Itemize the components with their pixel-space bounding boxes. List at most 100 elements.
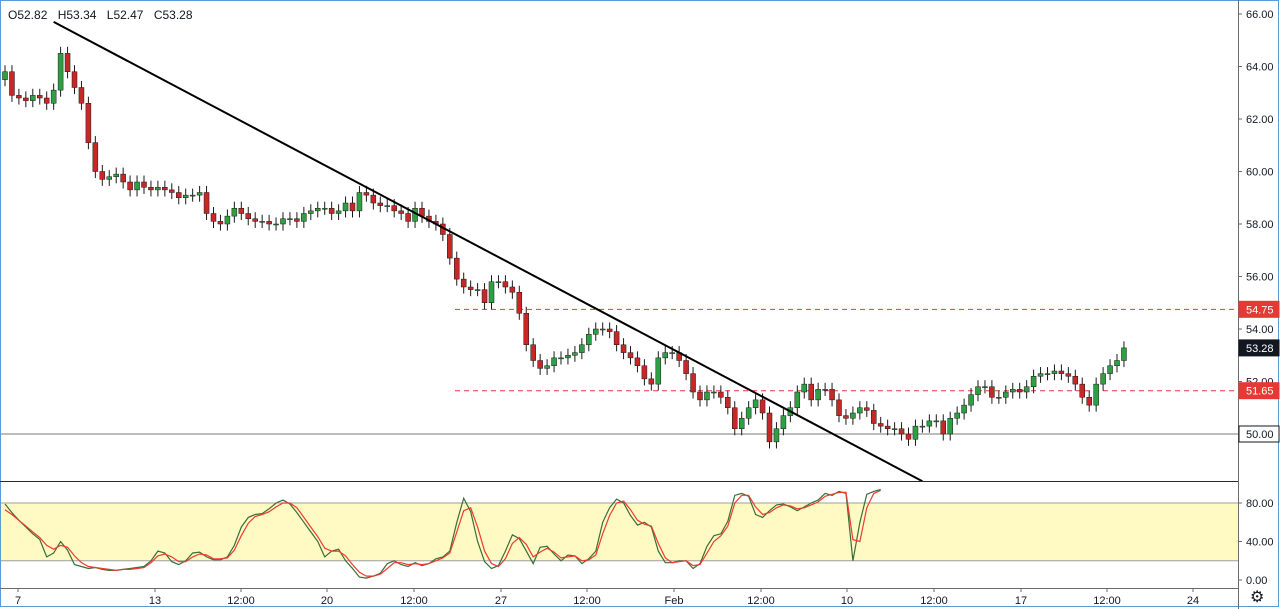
candle-up [850, 412, 856, 419]
candle-down [9, 71, 15, 96]
candle-up [780, 415, 787, 429]
candle-down [641, 365, 648, 380]
candle-up [1100, 373, 1106, 385]
candle-down [266, 221, 272, 225]
candle-down [328, 208, 335, 214]
price-label: 51.65 [1246, 386, 1274, 398]
candle-down [37, 95, 43, 99]
candle-up [954, 412, 960, 419]
candle-up [1010, 389, 1016, 393]
price-tick-label: 54.00 [1246, 324, 1274, 336]
candle-down [64, 53, 71, 72]
candle-up [308, 210, 314, 214]
candle-down [23, 97, 29, 101]
candle-down [141, 181, 147, 188]
candle-down [85, 103, 92, 143]
candle-up [662, 352, 668, 359]
candle-down [871, 410, 877, 424]
candle-down [884, 425, 891, 429]
time-tick-label: 20 [321, 595, 333, 607]
candle-down [877, 423, 884, 427]
time-tick-label: 12:00 [573, 595, 601, 607]
candle-up [189, 194, 196, 197]
candle-up [1023, 386, 1030, 393]
candle-down [634, 357, 641, 366]
candle-down [1086, 397, 1092, 406]
candle-up [579, 344, 585, 353]
candle-up [1037, 373, 1044, 377]
candle-down [759, 399, 766, 414]
candle-up [891, 428, 898, 430]
candle-up [50, 89, 57, 104]
candle-up [488, 281, 495, 303]
price-tick-label: 62.00 [1246, 114, 1274, 126]
time-tick-label: 7 [15, 595, 21, 607]
candle-up [2, 71, 8, 80]
ohlc-legend: O52.82 H53.34 L52.47 C53.28 [8, 8, 200, 22]
candle-up [745, 407, 752, 419]
candle-down [683, 360, 689, 374]
candle-down [690, 373, 696, 393]
candle-up [558, 357, 564, 360]
candle-down [238, 208, 245, 214]
candle-down [43, 97, 50, 104]
candle-down [71, 71, 78, 88]
price-pane[interactable] [0, 20, 1238, 483]
candle-up [982, 386, 988, 388]
candle-up [926, 420, 933, 427]
candle-up [280, 218, 286, 225]
candle-down [127, 181, 133, 191]
candle-down [613, 331, 620, 345]
candle-down [16, 95, 22, 99]
candle-down [627, 352, 634, 359]
candle-down [1058, 370, 1065, 374]
candle-up [551, 357, 557, 366]
open-value: O52.82 [8, 8, 48, 22]
candle-up [738, 418, 745, 429]
candle-up [1121, 347, 1127, 361]
price-tick-label: 58.00 [1246, 219, 1274, 231]
time-tick-label: Feb [665, 595, 684, 607]
candle-down [391, 205, 397, 212]
candle-up [773, 428, 780, 443]
candle-down [843, 415, 849, 419]
candle-up [919, 425, 926, 428]
candle-down [481, 289, 488, 303]
candle-down [836, 399, 842, 416]
close-value: C53.28 [153, 8, 193, 22]
candle-up [794, 391, 801, 408]
candle-down [454, 257, 460, 280]
candle-down [732, 407, 738, 429]
candle-down [725, 397, 731, 408]
candle-down [99, 171, 106, 180]
candle-up [752, 399, 759, 408]
osc-tick-label: 0.00 [1246, 575, 1267, 587]
candle-down [697, 391, 703, 401]
candle-down [530, 344, 536, 361]
candle-up [933, 420, 940, 423]
candle-up [815, 389, 821, 401]
candle-down [467, 286, 474, 290]
candle-up [912, 425, 919, 440]
osc-tick-label: 80.00 [1246, 498, 1274, 510]
candle-down [808, 383, 814, 401]
candle-down [523, 313, 529, 345]
candle-up [1114, 360, 1120, 366]
candle-up [586, 334, 592, 345]
candle-down [78, 87, 85, 104]
candle-down [460, 278, 467, 288]
candle-down [349, 202, 356, 212]
candle-down [502, 281, 509, 288]
stochastic-pane[interactable] [0, 488, 1238, 579]
candle-up [655, 357, 662, 385]
trendline [53, 20, 923, 483]
time-tick-label: 12:00 [400, 595, 428, 607]
price-label: 50.00 [1246, 429, 1274, 441]
price-tick-label: 64.00 [1246, 62, 1274, 74]
candle-down [447, 234, 453, 259]
candle-up [30, 95, 36, 101]
gear-icon[interactable]: ⚙ [1250, 589, 1265, 606]
candle-down [1079, 383, 1085, 398]
candle-down [864, 407, 870, 411]
